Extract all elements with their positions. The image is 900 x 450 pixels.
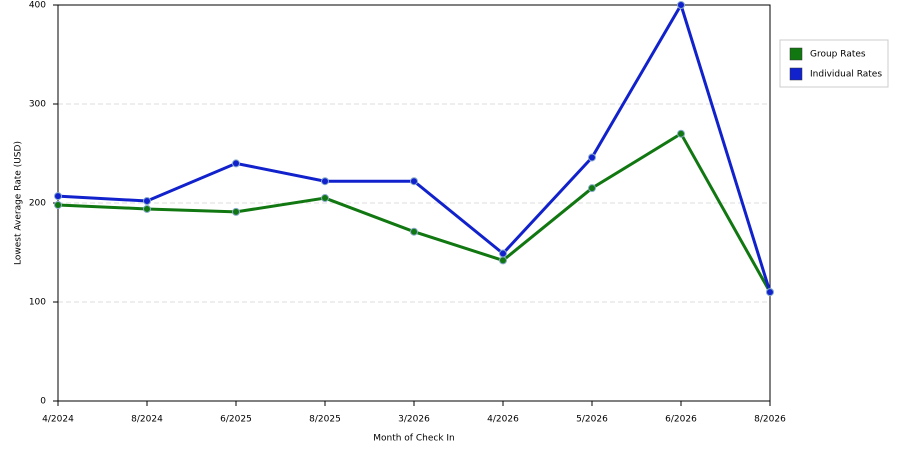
point xyxy=(410,177,418,186)
line xyxy=(57,1,772,293)
x-tick-label: 4/2024 xyxy=(42,415,74,425)
point xyxy=(143,204,151,213)
x-tick-label: 5/2026 xyxy=(576,415,608,425)
y-tick-label: 0 xyxy=(40,397,46,407)
y-tick-label: 200 xyxy=(29,199,46,209)
point xyxy=(499,249,507,258)
point xyxy=(321,194,329,203)
point xyxy=(232,207,240,216)
point xyxy=(677,1,685,9)
x-tick-label: 8/2025 xyxy=(309,415,341,425)
y-axis-label: Lowest Average Rate (USD) xyxy=(14,141,24,265)
point xyxy=(588,153,596,162)
legend-swatch xyxy=(789,47,803,61)
point xyxy=(588,184,596,193)
x-axis-label: Month of Check In xyxy=(373,434,455,444)
x-tick-label: 4/2026 xyxy=(487,415,519,425)
point xyxy=(54,200,62,209)
point xyxy=(677,129,685,138)
legend-swatch xyxy=(789,67,803,81)
point xyxy=(410,227,418,236)
y-tick-label: 400 xyxy=(29,1,46,11)
x-tick-label: 6/2026 xyxy=(665,415,697,425)
legend-label: Group Rates xyxy=(810,50,866,60)
line xyxy=(57,131,772,293)
y-tick-label: 100 xyxy=(29,298,46,308)
x-tick-label: 3/2026 xyxy=(398,415,430,425)
point xyxy=(499,256,507,265)
point xyxy=(766,288,774,297)
legend-label: Individual Rates xyxy=(810,70,882,80)
point xyxy=(321,177,329,186)
point xyxy=(54,192,62,201)
x-tick-label: 6/2025 xyxy=(220,415,252,425)
x-tick-label: 8/2026 xyxy=(754,415,786,425)
point xyxy=(143,197,151,206)
x-tick-label: 8/2024 xyxy=(131,415,163,425)
point xyxy=(232,159,240,168)
y-tick-label: 300 xyxy=(29,100,46,110)
